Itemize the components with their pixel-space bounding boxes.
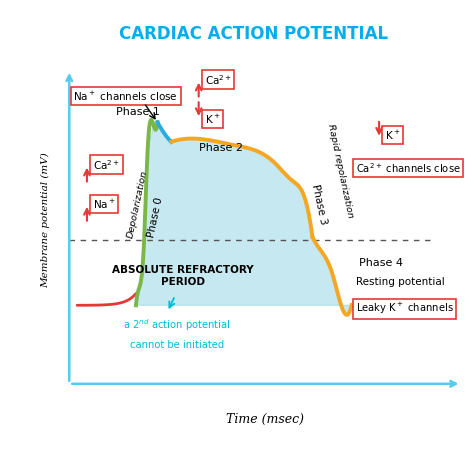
Text: Time (msec): Time (msec)	[227, 413, 304, 426]
Text: K$^+$: K$^+$	[205, 112, 220, 126]
Text: Membrane potential (mV): Membrane potential (mV)	[41, 153, 50, 288]
Text: Resting potential: Resting potential	[356, 277, 444, 287]
Text: Leaky K$^+$ channels: Leaky K$^+$ channels	[356, 301, 453, 316]
Text: Ca$^{2+}$: Ca$^{2+}$	[93, 158, 120, 172]
Text: Phase 3: Phase 3	[310, 183, 329, 225]
Text: CARDIAC ACTION POTENTIAL: CARDIAC ACTION POTENTIAL	[119, 25, 388, 43]
Text: Rapid repolarization: Rapid repolarization	[326, 123, 355, 219]
Text: Na$^+$: Na$^+$	[93, 198, 116, 210]
Text: K$^+$: K$^+$	[385, 129, 401, 142]
Text: ABSOLUTE REFRACTORY
PERIOD: ABSOLUTE REFRACTORY PERIOD	[112, 265, 254, 287]
Text: Phase 2: Phase 2	[199, 144, 243, 154]
Text: Phase 4: Phase 4	[359, 258, 403, 268]
Text: Phase 0: Phase 0	[146, 196, 164, 238]
Text: a 2$^{nd}$ action potential: a 2$^{nd}$ action potential	[123, 317, 231, 333]
Text: cannot be initiated: cannot be initiated	[130, 339, 224, 349]
Text: Ca$^{2+}$ channels close: Ca$^{2+}$ channels close	[356, 161, 460, 175]
Text: Ca$^{2+}$: Ca$^{2+}$	[205, 73, 232, 87]
Text: Phase 1: Phase 1	[116, 108, 160, 118]
Polygon shape	[136, 122, 352, 315]
Text: Depolarization: Depolarization	[126, 169, 149, 239]
Text: Na$^+$ channels close: Na$^+$ channels close	[73, 90, 178, 103]
